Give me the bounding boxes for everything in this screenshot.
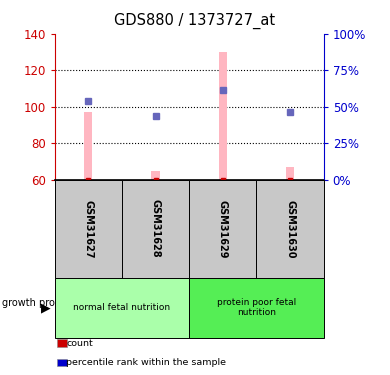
Text: growth protocol: growth protocol xyxy=(2,298,78,307)
Text: GDS880 / 1373727_at: GDS880 / 1373727_at xyxy=(114,13,276,29)
Text: GSM31628: GSM31628 xyxy=(151,200,161,258)
Text: GSM31627: GSM31627 xyxy=(83,200,93,258)
Bar xyxy=(84,112,92,180)
Text: GSM31629: GSM31629 xyxy=(218,200,228,258)
Text: normal fetal nutrition: normal fetal nutrition xyxy=(73,303,170,312)
Text: percentile rank within the sample: percentile rank within the sample xyxy=(66,358,226,367)
Bar xyxy=(219,52,227,180)
Bar xyxy=(286,167,294,180)
Text: ▶: ▶ xyxy=(41,301,51,314)
Text: GSM31630: GSM31630 xyxy=(285,200,295,258)
Bar xyxy=(151,171,160,180)
Text: count: count xyxy=(66,339,93,348)
Text: protein poor fetal
nutrition: protein poor fetal nutrition xyxy=(217,298,296,317)
